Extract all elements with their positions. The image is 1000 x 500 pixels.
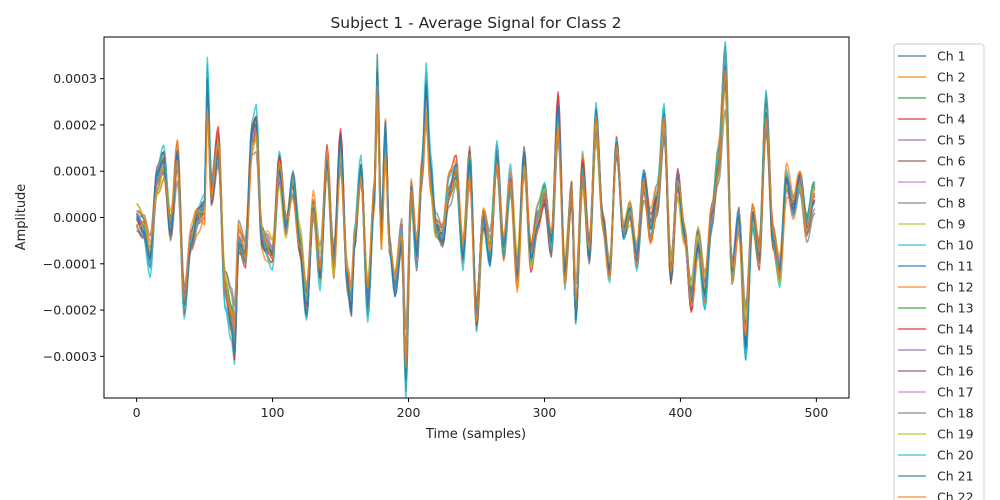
legend-frame	[893, 43, 985, 500]
x-tick-label: 400	[668, 405, 692, 420]
legend-label: Ch 9	[937, 217, 966, 232]
x-tick-label: 500	[804, 405, 828, 420]
y-tick-label: 0.0002	[53, 117, 97, 132]
legend-label: Ch 18	[937, 406, 974, 421]
legend-label: Ch 17	[937, 385, 974, 400]
y-tick-label: −0.0003	[43, 349, 97, 364]
legend-label: Ch 19	[937, 427, 974, 442]
legend-label: Ch 15	[937, 343, 974, 358]
legend-label: Ch 22	[937, 490, 974, 500]
series-layer	[135, 41, 816, 398]
x-axis-label: Time (samples)	[425, 427, 526, 442]
y-axis: −0.0003 −0.0002 −0.0001 0.0000 0.0001 0.0002 0…	[43, 71, 104, 364]
y-tick-label: 0.0001	[53, 164, 97, 179]
legend-label: Ch 3	[937, 91, 966, 106]
legend-label: Ch 1	[937, 49, 966, 64]
legend-label: Ch 2	[937, 70, 966, 85]
y-tick-label: 0.0000	[53, 210, 97, 225]
legend-label: Ch 12	[937, 280, 974, 295]
legend-label: Ch 5	[937, 133, 966, 148]
x-tick-label: 0	[133, 405, 141, 420]
y-axis-label: Amplitude	[14, 184, 29, 251]
legend-label: Ch 21	[937, 469, 974, 484]
legend-label: Ch 4	[937, 112, 966, 127]
x-axis: 0 100 200 300 400 500	[133, 398, 828, 420]
chart-title: Subject 1 - Average Signal for Class 2	[330, 14, 621, 32]
legend-label: Ch 20	[937, 448, 974, 463]
legend-label: Ch 8	[937, 196, 966, 211]
legend-label: Ch 16	[937, 364, 974, 379]
legend-label: Ch 14	[937, 322, 974, 337]
legend-label: Ch 10	[937, 238, 974, 253]
legend-label: Ch 7	[937, 175, 966, 190]
legend: Ch 1 Ch 2 Ch 3 Ch 4 Ch 5 Ch 6 Ch 7 Ch 8 Ch 9 Ch 1…	[893, 43, 985, 500]
legend-label: Ch 6	[937, 154, 966, 169]
y-tick-label: −0.0002	[43, 303, 97, 318]
x-tick-label: 200	[397, 405, 421, 420]
series-line-ch-21	[135, 65, 816, 381]
x-tick-label: 300	[533, 405, 557, 420]
y-tick-label: 0.0003	[53, 71, 97, 86]
y-tick-label: −0.0001	[43, 256, 97, 271]
legend-label: Ch 13	[937, 301, 974, 316]
x-tick-label: 100	[261, 405, 285, 420]
series-line-ch-22	[136, 69, 816, 369]
legend-label: Ch 11	[937, 259, 974, 274]
